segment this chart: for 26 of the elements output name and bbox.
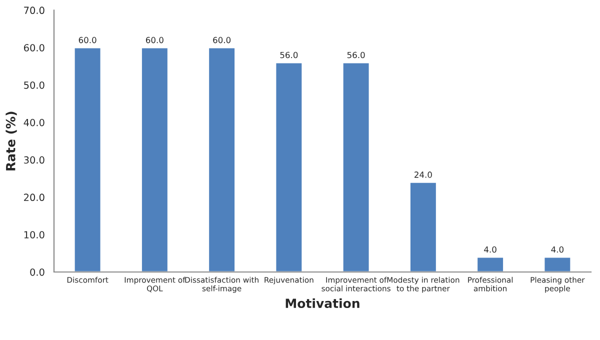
data-label: 4.0 [551,246,564,253]
bar [73,46,102,272]
data-label: 24.0 [414,172,432,178]
data-label: 4.0 [484,246,496,253]
data-label: 60.0 [146,36,164,44]
y-tick-label: 40.0 [24,118,44,126]
data-label: 60.0 [213,36,231,44]
bar [274,62,304,272]
x-axis-title: Motivation [286,298,360,308]
bar [476,256,504,272]
data-label: 60.0 [78,36,96,44]
y-tick-label: 70.0 [24,6,44,14]
bar [543,256,572,272]
y-tick-label: 0.0 [30,268,44,276]
bar [140,46,169,272]
data-label: 56.0 [347,52,365,58]
bar [409,182,438,272]
bar [342,62,370,272]
y-axis-title: Rate (%) [6,112,17,170]
y-tick-label: 50.0 [24,81,44,89]
y-tick-label: 60.0 [24,44,44,52]
data-label: 56.0 [280,52,298,58]
y-tick-label: 30.0 [24,156,44,164]
y-tick-label: 10.0 [24,231,44,238]
y-tick-label: 20.0 [24,194,44,202]
bar [208,46,236,272]
